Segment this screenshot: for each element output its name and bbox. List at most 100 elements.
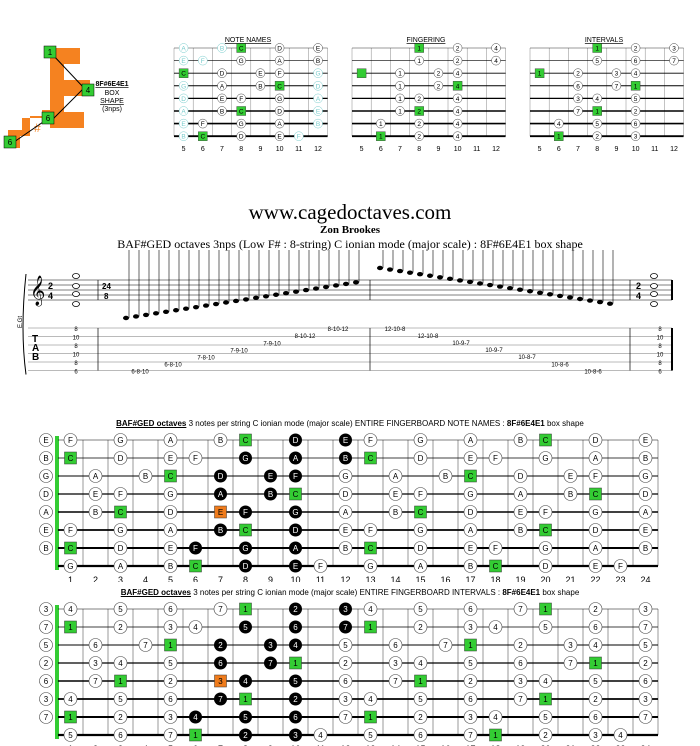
treble-clef: 𝄞 <box>30 275 45 307</box>
note-marker <box>163 451 178 465</box>
fret-number: 23 <box>615 744 625 746</box>
note-label: F <box>68 526 73 535</box>
note-marker-green <box>289 487 302 501</box>
note-head <box>597 299 603 305</box>
note-marker <box>39 469 53 483</box>
note-marker-green <box>539 433 552 447</box>
note-label: E <box>43 436 48 445</box>
note-label: 5 <box>168 659 173 668</box>
note-label: C <box>543 526 549 535</box>
note-label: 2 <box>293 605 298 614</box>
note-label: C <box>293 490 299 499</box>
note-marker <box>163 674 178 688</box>
mini-fret-number: 9 <box>258 146 262 153</box>
note-marker <box>463 541 478 555</box>
note-label: E <box>168 454 173 463</box>
fret-number: 24 <box>640 575 650 582</box>
note-marker <box>163 692 178 706</box>
fret-number: 2 <box>93 575 98 582</box>
note-marker <box>413 541 428 555</box>
note-marker <box>113 692 128 706</box>
note-label: 3 <box>44 605 49 614</box>
note-label: B <box>43 454 48 463</box>
note-label: F <box>193 544 198 553</box>
note-label: 4 <box>118 659 123 668</box>
note-label: 3 <box>643 695 648 704</box>
note-label: 6 <box>418 731 423 740</box>
note-marker <box>638 433 653 447</box>
mini-note <box>630 106 641 116</box>
note-head <box>173 308 179 313</box>
svg-text:7: 7 <box>615 83 619 90</box>
svg-text:C: C <box>239 109 244 116</box>
note-label: 3 <box>468 623 473 632</box>
svg-text:E: E <box>277 134 282 141</box>
note-label: C <box>118 508 124 517</box>
mini-fret-number: 6 <box>557 146 561 153</box>
note-label: B <box>93 508 98 517</box>
mini-note <box>433 68 444 78</box>
note-head <box>273 292 279 297</box>
note-marker <box>413 710 428 724</box>
svg-text:8: 8 <box>104 292 109 301</box>
mini-note <box>236 93 246 104</box>
mini-note <box>313 81 323 91</box>
note-head <box>283 291 289 296</box>
svg-text:C: C <box>181 71 186 78</box>
fret-number: 16 <box>440 744 450 746</box>
note-marker-green <box>239 433 252 447</box>
fret-number: 5 <box>168 744 173 746</box>
note-label: 7 <box>44 713 49 722</box>
note-marker <box>63 728 78 742</box>
note-label: G <box>292 508 298 517</box>
fingerboard-intervals: 1234567891011121314151617181920212223243… <box>39 602 659 746</box>
note-marker <box>613 728 628 742</box>
note-label: 7 <box>468 731 473 740</box>
note-marker <box>638 674 653 688</box>
note-marker <box>163 710 178 724</box>
fret-number: 16 <box>440 575 450 582</box>
note-label: D <box>343 490 349 499</box>
svg-text:A: A <box>277 58 282 65</box>
note-marker-green <box>539 523 552 537</box>
note-marker <box>113 451 128 465</box>
note-label: 4 <box>368 605 373 614</box>
note-marker <box>538 710 553 724</box>
svg-text:2: 2 <box>417 109 421 116</box>
tab-number: 8 <box>74 344 78 350</box>
fret-number: 9 <box>268 744 273 746</box>
website-title[interactable]: www.cagedoctaves.com <box>248 200 452 224</box>
note-marker <box>163 620 178 634</box>
note-label: E <box>93 490 98 499</box>
note-label: 3 <box>343 695 348 704</box>
note-marker-green <box>64 710 77 724</box>
note-label: 7 <box>643 623 648 632</box>
note-label: F <box>368 436 373 445</box>
logo-marker-2 <box>81 83 95 97</box>
svg-text:1: 1 <box>557 134 561 141</box>
svg-text:1: 1 <box>48 48 53 57</box>
note-marker <box>88 656 103 670</box>
note-marker <box>588 728 603 742</box>
note-label: C <box>68 454 74 463</box>
note-marker <box>388 674 403 688</box>
note-label: C <box>543 436 549 445</box>
note-label: F <box>493 454 498 463</box>
note-marker <box>113 541 128 555</box>
note-marker <box>338 487 353 501</box>
note-marker <box>338 469 353 483</box>
note-marker-black <box>264 469 277 483</box>
mini-root-marker <box>554 131 564 141</box>
svg-text:4: 4 <box>48 291 53 301</box>
note-label: B <box>168 562 173 571</box>
note-label: F <box>493 544 498 553</box>
note-label: 6 <box>168 695 173 704</box>
mini-root-marker <box>198 131 208 141</box>
note-label: B <box>643 544 648 553</box>
mini-note <box>452 131 463 141</box>
note-label: 5 <box>643 641 648 650</box>
note-marker-black <box>239 674 252 688</box>
fret-number: 17 <box>465 575 475 582</box>
svg-text:7: 7 <box>672 58 676 65</box>
note-head <box>203 303 209 308</box>
